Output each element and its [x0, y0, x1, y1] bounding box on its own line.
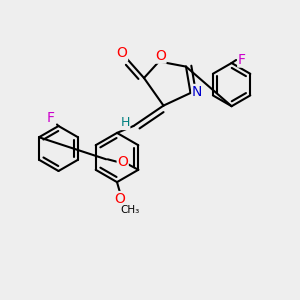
Text: N: N — [192, 85, 202, 98]
Text: O: O — [155, 49, 166, 63]
Text: F: F — [47, 112, 55, 125]
Text: O: O — [117, 155, 128, 169]
Text: H: H — [120, 116, 130, 130]
Text: F: F — [238, 53, 246, 67]
Text: O: O — [117, 46, 128, 60]
Text: O: O — [115, 192, 125, 206]
Text: CH₃: CH₃ — [120, 205, 139, 215]
